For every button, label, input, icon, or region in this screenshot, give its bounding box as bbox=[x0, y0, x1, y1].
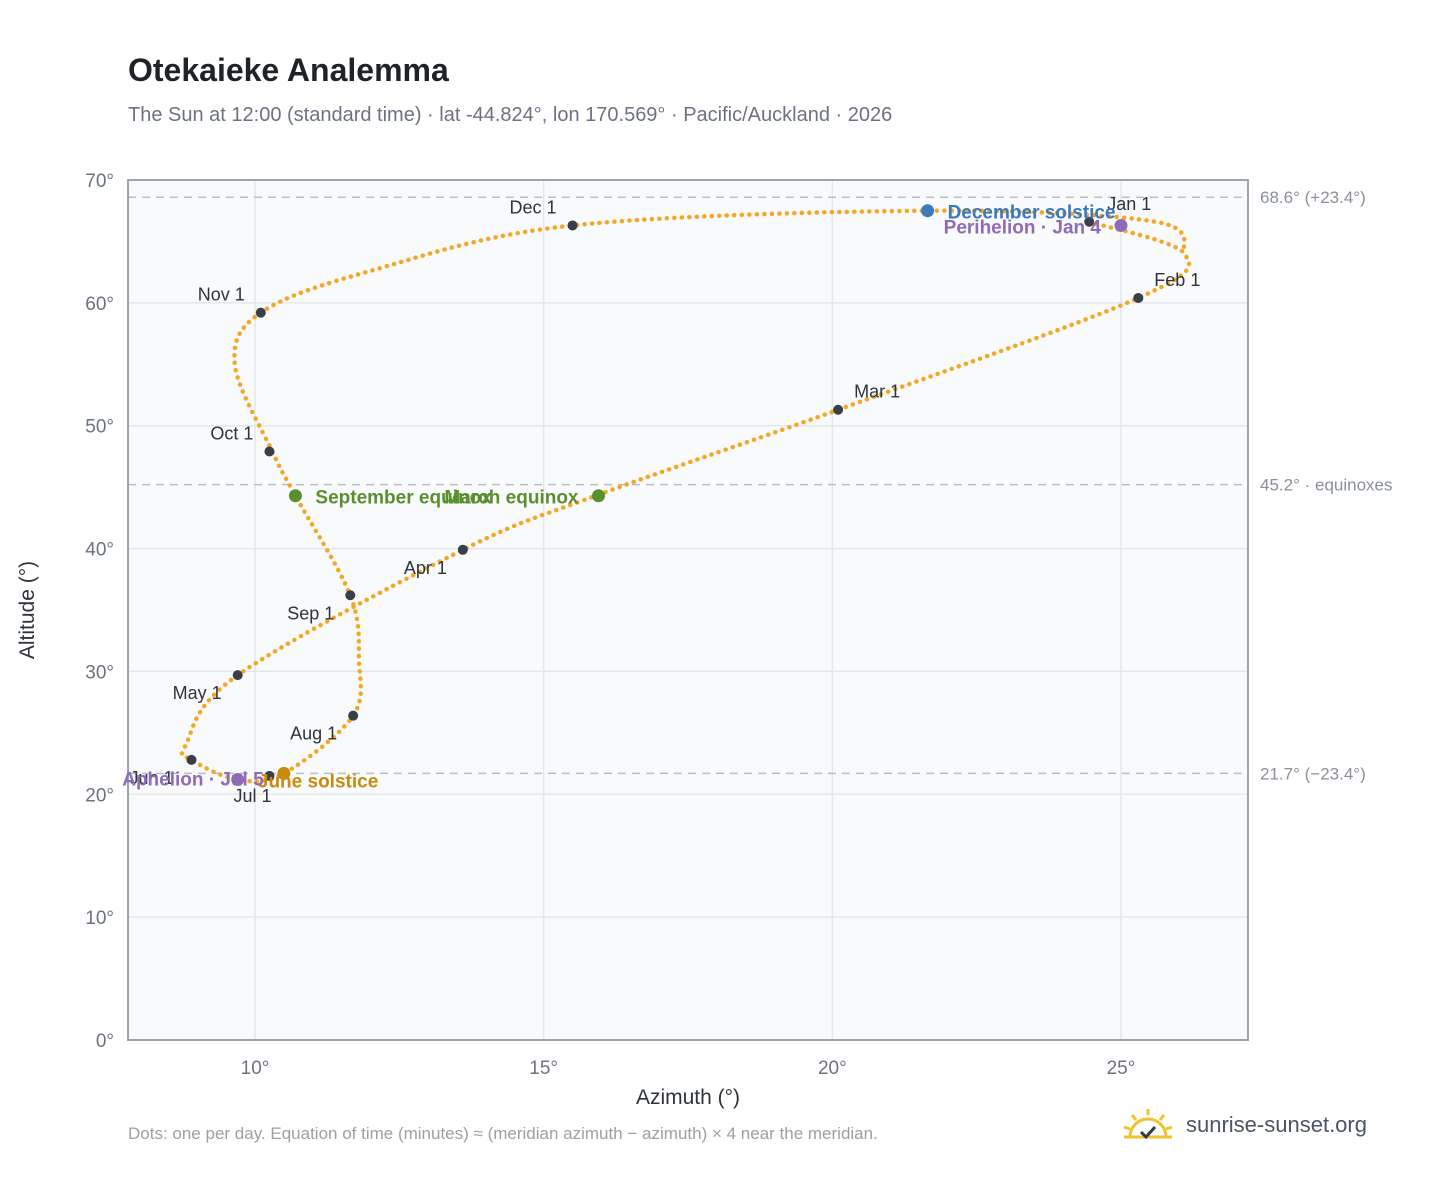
y-tick-label: 0° bbox=[96, 1031, 114, 1052]
month-label: Dec 1 bbox=[510, 197, 557, 217]
month-label: Aug 1 bbox=[290, 724, 337, 744]
month-label: Jun 1 bbox=[129, 768, 173, 788]
event-label: Perihelion · Jan 4 bbox=[944, 217, 1102, 238]
month-label: Nov 1 bbox=[198, 285, 245, 305]
analemma-curve bbox=[179, 208, 1192, 784]
event-marker bbox=[277, 766, 291, 780]
event-marker bbox=[592, 489, 606, 503]
event-label: March equinox bbox=[444, 488, 579, 509]
event-marker bbox=[231, 773, 245, 787]
month-marker bbox=[232, 670, 243, 681]
y-tick-label: 50° bbox=[85, 417, 114, 438]
reference-line-label: 21.7° (−23.4°) bbox=[1260, 764, 1366, 783]
plot-area bbox=[128, 180, 1248, 1040]
month-marker bbox=[567, 220, 578, 231]
brand-name: sunrise-sunset.org bbox=[1186, 1112, 1367, 1137]
month-label: May 1 bbox=[173, 683, 222, 703]
event-marker bbox=[288, 489, 302, 503]
event-label: September equinox bbox=[315, 488, 492, 509]
month-marker bbox=[186, 754, 197, 765]
month-marker bbox=[833, 404, 844, 415]
y-tick-label: 20° bbox=[85, 785, 114, 806]
y-axis-title: Altitude (°) bbox=[16, 561, 39, 659]
month-label: Jan 1 bbox=[1107, 194, 1151, 214]
y-tick-label: 30° bbox=[85, 662, 114, 683]
month-marker bbox=[1084, 216, 1095, 227]
event-label: Aphelion · Jul 5 bbox=[122, 770, 264, 791]
month-marker bbox=[348, 710, 359, 721]
y-tick-label: 60° bbox=[85, 294, 114, 315]
chart-subtitle: The Sun at 12:00 (standard time) · lat -… bbox=[128, 104, 893, 126]
reference-line-label: 68.6° (+23.4°) bbox=[1260, 188, 1366, 207]
x-tick-label: 10° bbox=[241, 1058, 270, 1079]
reference-line-label: 45.2° · equinoxes bbox=[1260, 476, 1393, 495]
y-tick-label: 70° bbox=[85, 171, 114, 192]
footer-note: Dots: one per day. Equation of time (min… bbox=[128, 1124, 878, 1143]
sun-logo-icon bbox=[1123, 1109, 1173, 1140]
x-tick-label: 25° bbox=[1107, 1058, 1136, 1079]
y-tick-label: 40° bbox=[85, 540, 114, 561]
month-marker bbox=[255, 307, 266, 318]
event-label: December solstice bbox=[948, 203, 1116, 224]
x-axis-title: Azimuth (°) bbox=[636, 1086, 740, 1109]
month-label: Mar 1 bbox=[854, 382, 900, 402]
month-label: Oct 1 bbox=[210, 424, 253, 444]
month-marker bbox=[345, 590, 356, 601]
brand[interactable]: sunrise-sunset.org bbox=[1120, 1100, 1367, 1150]
month-marker bbox=[457, 544, 468, 555]
month-label: Jul 1 bbox=[233, 786, 271, 806]
y-tick-label: 10° bbox=[85, 908, 114, 929]
month-label: Feb 1 bbox=[1154, 270, 1200, 290]
x-tick-label: 20° bbox=[818, 1058, 847, 1079]
month-marker bbox=[264, 770, 275, 781]
month-marker bbox=[264, 446, 275, 457]
event-marker bbox=[1114, 218, 1128, 232]
plot-frame bbox=[127, 179, 1249, 1041]
event-label: June solstice bbox=[258, 771, 378, 792]
month-label: Sep 1 bbox=[287, 603, 334, 623]
month-label: Apr 1 bbox=[404, 558, 447, 578]
month-marker bbox=[1133, 292, 1144, 303]
event-marker bbox=[921, 204, 935, 218]
chart-title: Otekaieke Analemma bbox=[128, 52, 449, 88]
x-tick-label: 15° bbox=[529, 1058, 558, 1079]
